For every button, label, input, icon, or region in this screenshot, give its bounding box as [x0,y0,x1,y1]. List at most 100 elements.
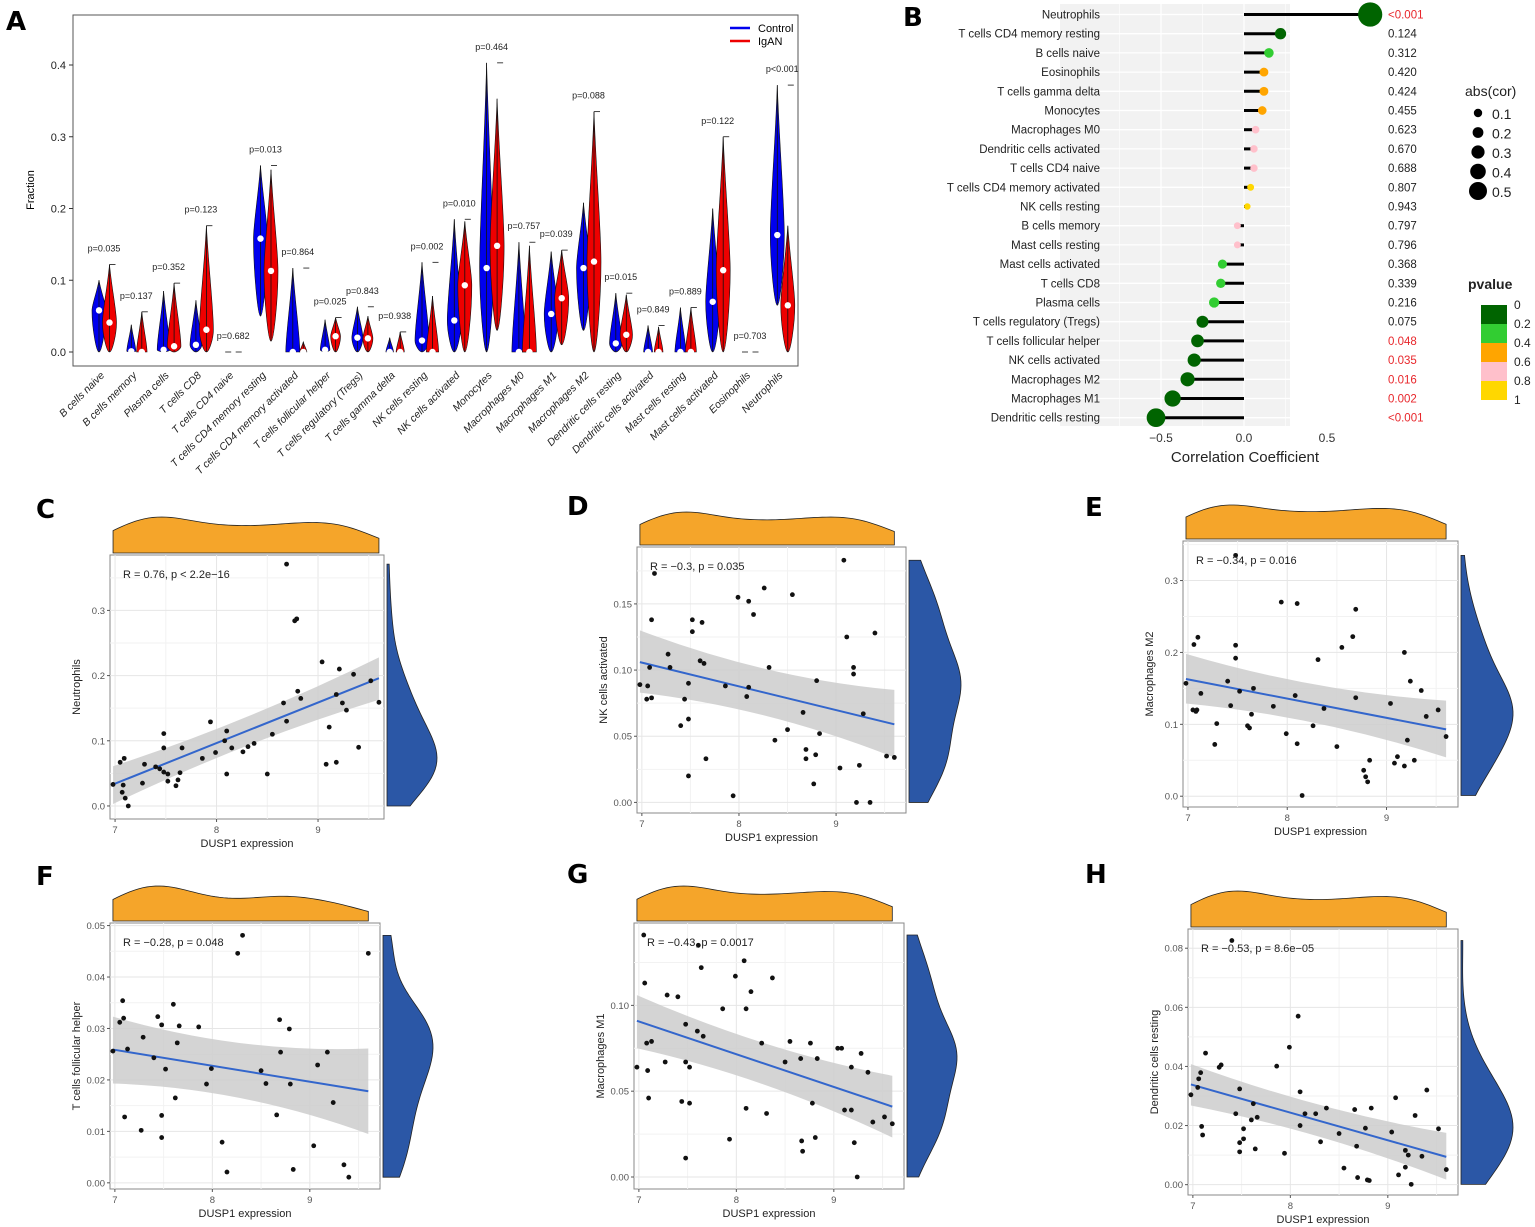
x-axis: 7 8 9 DUSP1 expression [1185,807,1389,838]
data-point [1218,1062,1224,1068]
data-point [1424,1087,1430,1093]
median-dot [386,348,393,356]
data-point [1225,678,1231,684]
data-point [766,665,772,670]
data-point [290,1167,296,1172]
data-point [120,782,126,788]
row-label: Macrophages M1 [1011,394,1100,406]
lollipop-dot [1257,106,1267,115]
data-point [1237,1086,1243,1092]
data-points [634,932,895,1180]
lollipop-dot [1233,241,1241,249]
median-dot [128,348,135,355]
x-tick-label: 7 [639,819,644,830]
median-dot [677,348,684,356]
data-point [365,950,371,956]
data-point [697,658,703,664]
color-legend-swatch [1481,305,1507,324]
x-axis-label: DUSP1 expression [1277,1214,1370,1226]
color-legend-swatch [1481,362,1507,381]
data-point [764,1111,769,1116]
data-point [851,665,856,670]
pvalue-label: p=0.864 [281,247,314,257]
lollipop-dot [1250,164,1258,172]
data-point [1237,688,1242,694]
median-dot [461,282,468,289]
data-point [854,1174,860,1180]
data-point [698,965,704,971]
data-point [882,1114,887,1120]
y-axis-label: T cells follicular helper [71,1001,83,1110]
row-label: NK cells resting [1020,202,1100,214]
x-tick-label: 9 [307,1195,312,1206]
median-dot [515,348,523,356]
y-axis: 0.00 0.02 0.04 0.06 0.08 Dendritic cells rest… [1149,944,1188,1191]
data-point [1199,1124,1205,1129]
data-point [1200,1132,1206,1138]
data-point [770,975,775,981]
data-point [1283,731,1289,737]
confidence-band [1190,1064,1447,1180]
color-legend-label: 0.2 [1514,317,1531,331]
data-point [196,1024,202,1030]
regression-line [636,1019,893,1108]
data-point [326,724,332,730]
lollipop-dot [1217,259,1227,269]
data-point [787,1039,793,1044]
data-point [341,1162,347,1168]
data-point [652,571,657,576]
data-point [1443,1167,1449,1172]
data-point [848,1064,854,1070]
data-point [324,1049,330,1055]
data-point [1334,744,1340,750]
data-point [1408,1181,1414,1187]
data-point [1241,1136,1246,1142]
data-point [686,716,691,722]
data-point [1392,760,1397,766]
data-point [808,1040,813,1046]
x-tick-label: 7 [636,1195,641,1206]
y-tick-label: 0.00 [611,1172,630,1183]
lollipop-dot [1358,2,1383,27]
data-point [759,1040,765,1046]
data-point [1248,1117,1254,1123]
median-dot [332,333,339,340]
data-point [110,782,116,787]
data-point [1368,1105,1374,1111]
data-point [772,737,778,743]
data-point [319,659,325,665]
data-point [848,1107,854,1113]
median-dot [160,346,167,354]
data-point [121,755,127,761]
marginal-density-x [112,516,380,554]
lollipop-dot [1180,372,1195,387]
x-tick-label: 8 [1288,1201,1293,1212]
lollipop-row: Monocytes 0.455 [1044,106,1416,118]
data-point [870,1119,876,1125]
data-point [732,973,738,979]
data-point [1435,707,1441,713]
data-point [856,762,862,768]
data-point [1286,1044,1292,1050]
data-point [1237,1140,1243,1146]
y-tick-label: 0.1 [1165,720,1178,731]
x-tick-label: −0.5 [1149,431,1173,445]
data-point [1233,642,1239,648]
row-label: NK cells activated [1009,355,1100,367]
data-point [1233,655,1239,661]
pvalue-label: 0.623 [1388,125,1417,137]
median-dot [300,348,307,356]
data-point [665,651,671,657]
data-point [686,680,691,686]
row-label: T cells CD4 naive [1010,163,1100,175]
data-point [851,1140,857,1146]
median-dot [289,348,296,356]
lollipop-row: T cells CD4 memory activated 0.807 [947,182,1417,194]
median-dot [655,348,662,356]
pvalue-label: 0.368 [1388,259,1417,271]
pvalue-label: p=0.013 [249,144,282,154]
pvalue-label: p=0.464 [475,42,508,52]
y-tick-label: 0.2 [92,671,105,682]
pvalue-label: 0.670 [1388,144,1417,156]
data-point [703,756,709,762]
